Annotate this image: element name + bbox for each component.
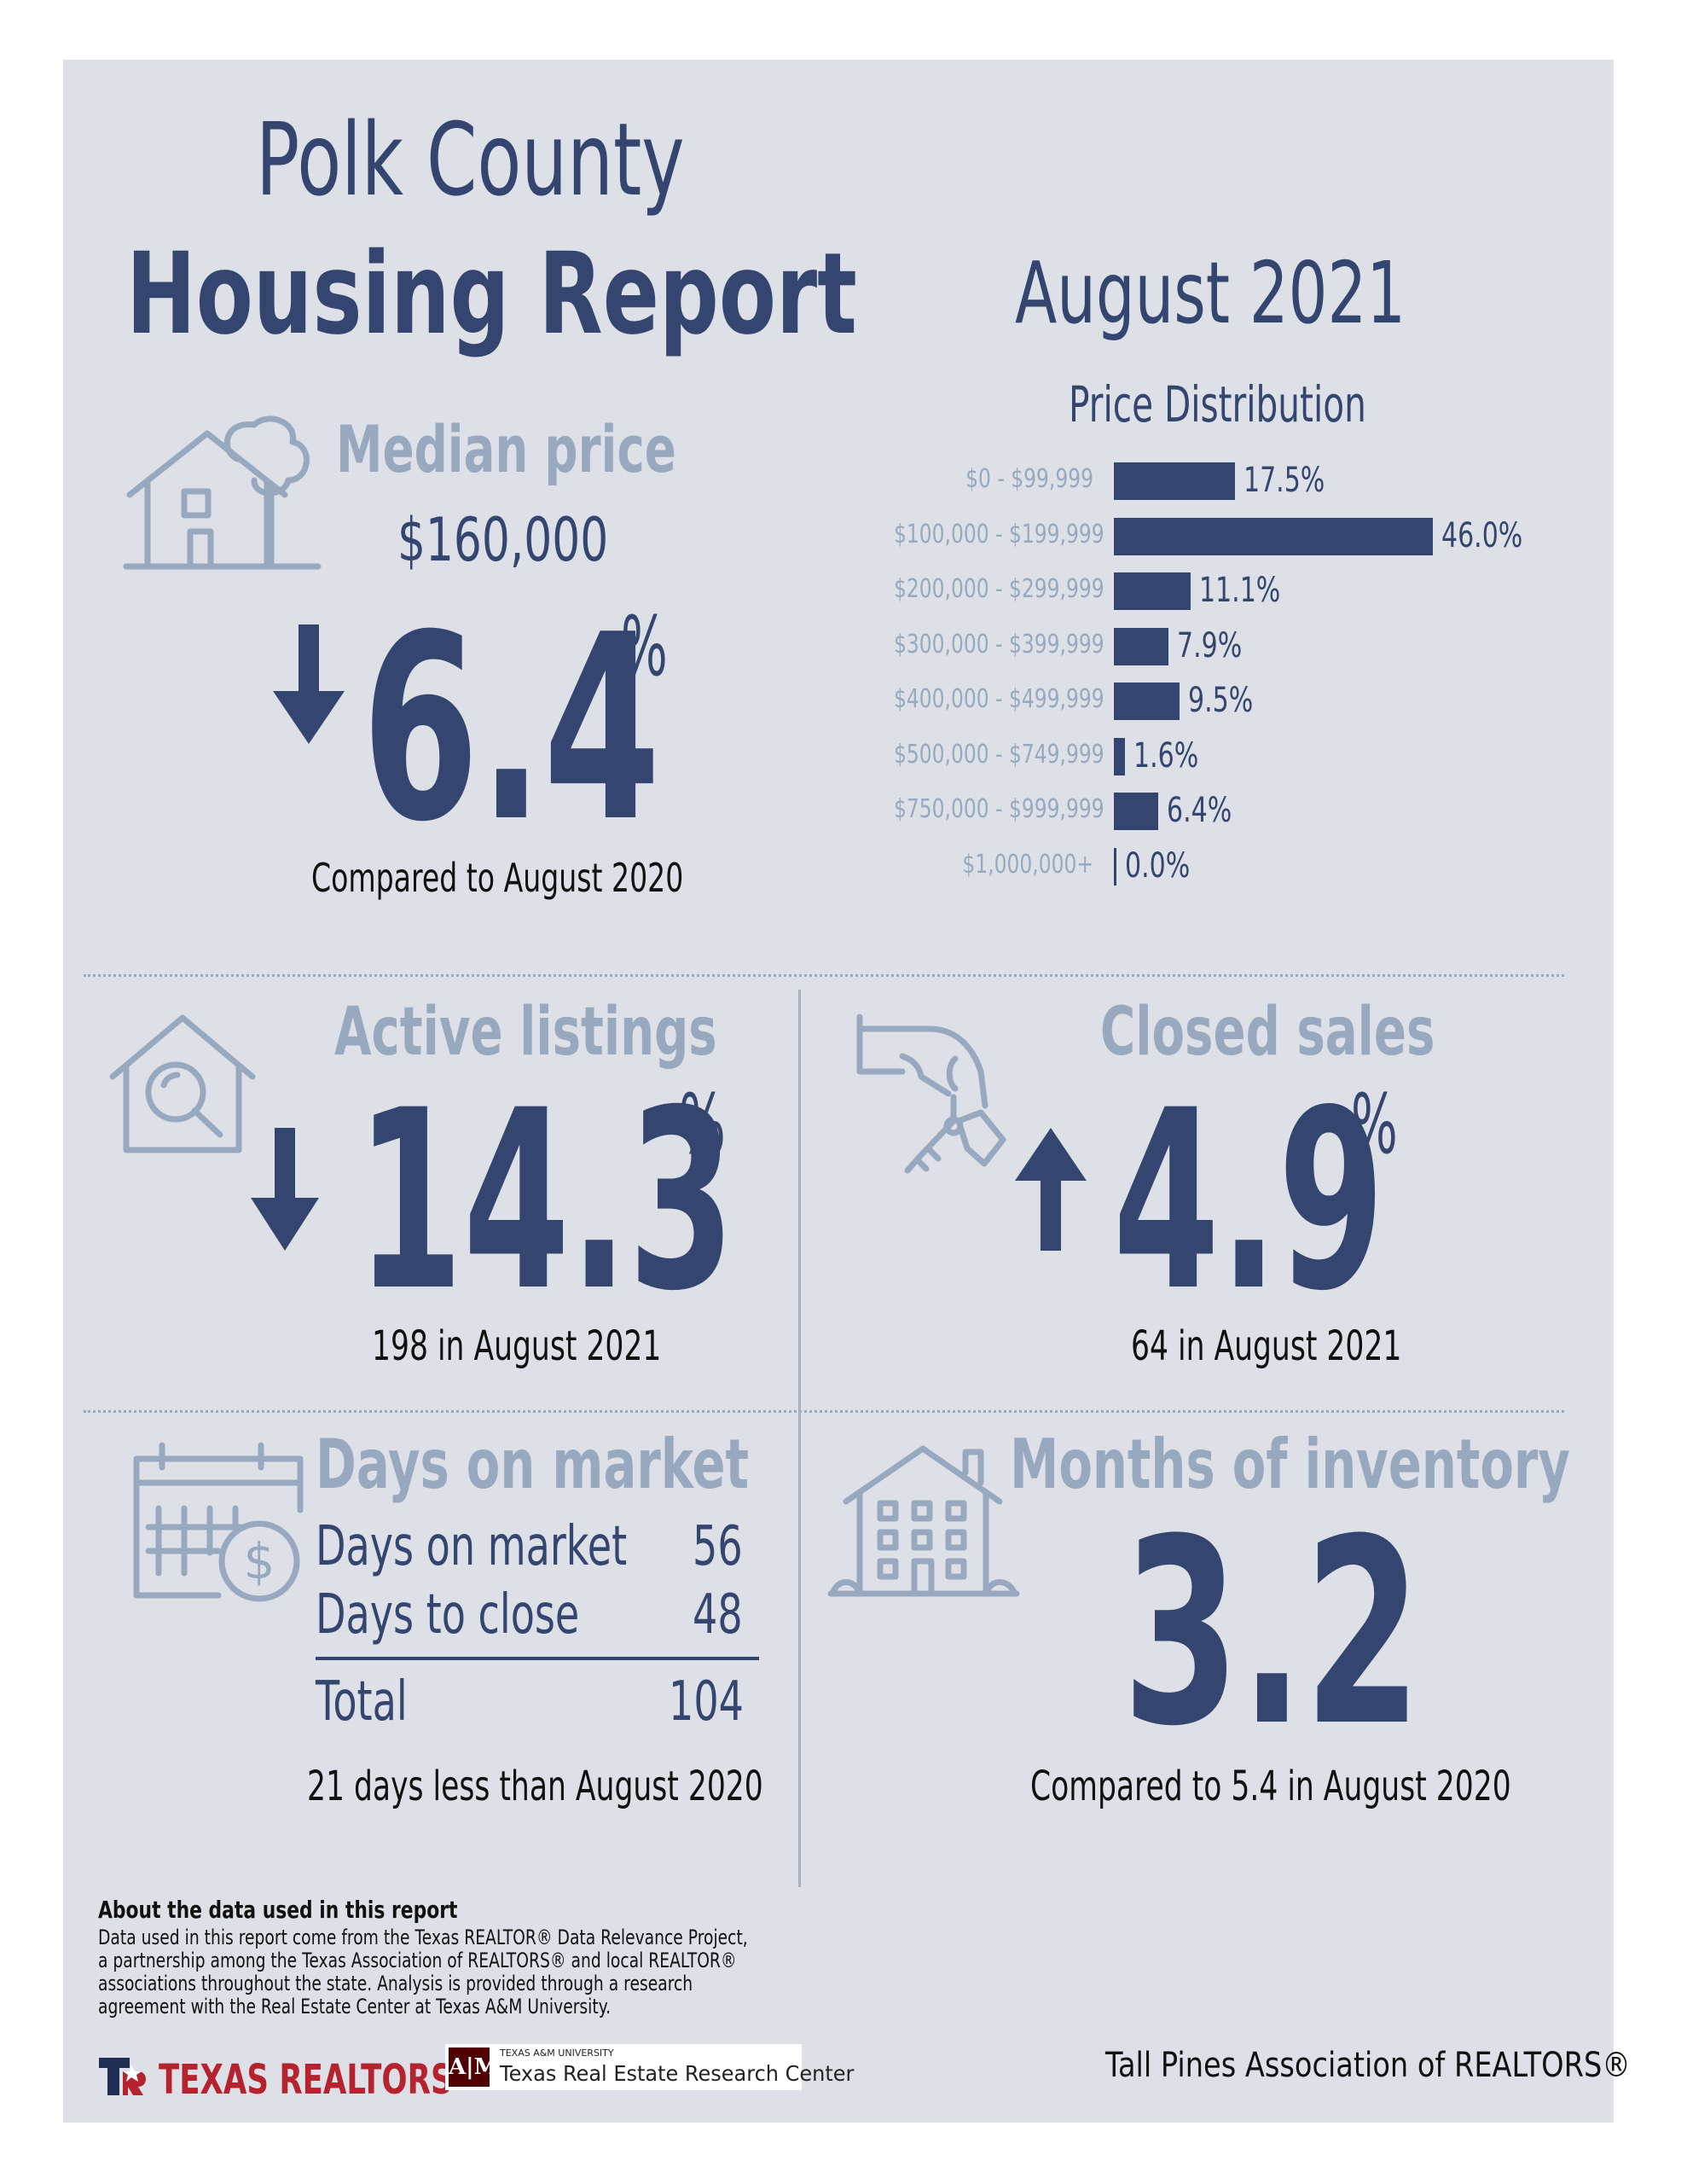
tamu-small-text: TEXAS A&M UNIVERSITY [500,2048,614,2059]
title-line2: Housing Report [126,229,857,360]
dom-row2-value: 48 [693,1583,743,1647]
about-text: Data used in this report come from the T… [98,1926,748,2018]
house-tree-icon [123,415,322,570]
texas-realtors-mark-icon [99,2058,146,2095]
median-price-value: $160,000 [397,505,609,575]
tamu-logo: A|M TEXAS A&M UNIVERSITY Texas Real Esta… [445,2044,854,2090]
median-price-heading: Median price [336,411,676,487]
dom-row2-label: Days to close [316,1583,580,1647]
inventory-note: Compared to 5.4 in August 2020 [1030,1763,1511,1810]
active-listings-note: 198 in August 2021 [372,1322,662,1370]
house-search-icon [109,1014,256,1153]
dom-heading: Days on market [316,1425,750,1504]
inventory-value: 3.2 [1122,1484,1422,1782]
active-listings-heading: Active listings [334,994,717,1071]
closed-sales-note: 64 in August 2021 [1131,1322,1402,1370]
association-name: Tall Pines Association of REALTORS® [1105,2046,1631,2085]
median-change-unit: % [621,599,668,694]
closed-sales-heading: Closed sales [1100,994,1435,1071]
divider-middle [84,1410,1564,1413]
arrow-down-icon [273,624,345,744]
divider-top [84,974,1564,977]
dom-total-value: 104 [669,1670,744,1734]
price-distribution-title: Price Distribution [1069,375,1366,433]
title-line1: Polk County [256,101,685,218]
tamu-mark-icon: A|M [449,2048,498,2087]
about-title: About the data used in this report [98,1896,458,1924]
dom-row1-value: 56 [693,1515,743,1578]
svg-text:$: $ [244,1532,275,1590]
closed-sales-change: 4.9 [1113,1058,1385,1345]
texas-realtors-text: TEXAS REALTORS [159,2056,453,2104]
median-note: Compared to August 2020 [311,855,684,901]
active-listings-unit: % [679,1077,726,1172]
hand-keys-icon [856,1014,1006,1174]
calendar-dollar-icon: $ [133,1442,304,1602]
dom-note: 21 days less than August 2020 [307,1763,763,1810]
dom-total-label: Total [316,1670,408,1734]
arrow-down-icon [251,1128,319,1251]
inventory-heading: Months of inventory [1010,1425,1570,1504]
median-change-value: 6.4 [362,580,661,878]
arrow-up-icon [1015,1128,1087,1251]
apartment-icon [827,1445,1020,1597]
divider-vertical [798,990,801,1887]
dom-row1-label: Days on market [316,1515,628,1578]
tamu-text: Texas Real Estate Research Center [500,2061,855,2086]
texas-realtors-logo: TEXAS REALTORS [96,2051,453,2104]
dom-total-rule [316,1657,759,1660]
active-listings-change: 14.3 [357,1058,735,1345]
report-panel [63,60,1614,2123]
report-date: August 2021 [1015,243,1406,343]
closed-sales-unit: % [1351,1077,1398,1172]
